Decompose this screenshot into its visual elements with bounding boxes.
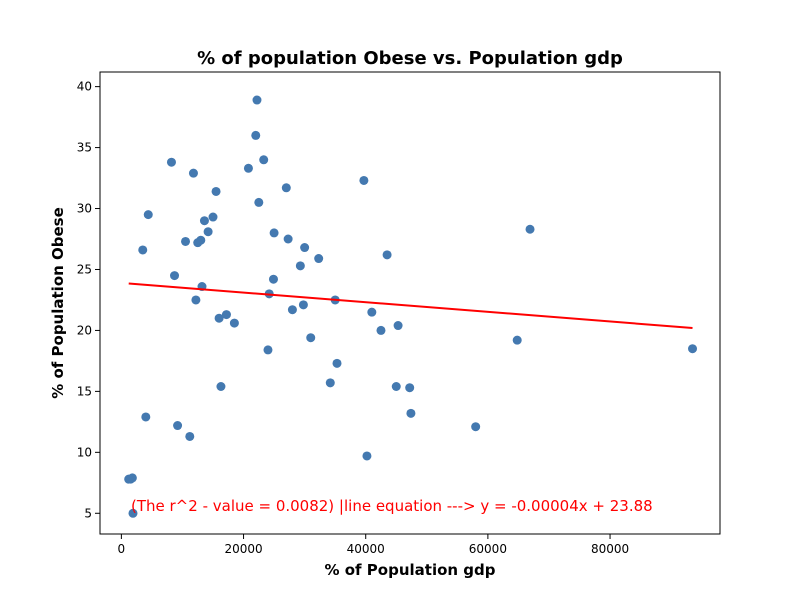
data-point	[391, 382, 401, 392]
y-axis: 5 10 15 20 25 30 35 40	[77, 80, 100, 520]
data-point	[143, 210, 153, 220]
data-point	[191, 295, 201, 305]
data-point	[283, 234, 293, 244]
data-point	[688, 344, 698, 354]
x-axis: 0 20000 40000 60000 80000	[118, 534, 629, 556]
data-point	[376, 325, 386, 335]
data-point	[382, 250, 392, 260]
y-tick-label: 35	[77, 141, 92, 155]
data-point	[170, 271, 180, 281]
regression-annotation: (The r^2 - value = 0.0082) |line equatio…	[131, 497, 653, 515]
data-point	[325, 378, 335, 388]
data-point	[199, 216, 209, 226]
data-point	[406, 408, 416, 418]
data-point	[281, 183, 291, 193]
data-point	[128, 508, 138, 518]
data-point	[393, 321, 403, 331]
data-point	[211, 186, 221, 196]
plot-frame	[99, 71, 721, 535]
data-point	[221, 310, 231, 320]
data-point	[268, 274, 278, 284]
y-tick-label: 15	[77, 384, 92, 398]
data-point	[306, 333, 316, 343]
data-point	[359, 175, 369, 185]
marks-layer	[124, 95, 698, 518]
x-tick-label: 80000	[591, 542, 629, 556]
data-point	[525, 224, 535, 234]
data-point	[203, 227, 213, 237]
data-point	[314, 254, 324, 264]
data-point	[512, 335, 522, 345]
y-tick-label: 25	[77, 262, 92, 276]
data-point	[332, 358, 342, 368]
data-point	[367, 307, 377, 317]
data-point	[196, 235, 206, 245]
data-point	[188, 168, 198, 178]
x-tick-label: 20000	[224, 542, 262, 556]
data-point	[263, 345, 273, 355]
data-point	[362, 451, 372, 461]
data-point	[138, 245, 148, 255]
data-point	[127, 473, 137, 483]
data-point	[208, 212, 218, 222]
y-tick-label: 40	[77, 80, 92, 94]
data-point	[269, 228, 279, 238]
data-point	[141, 412, 151, 422]
data-point	[298, 300, 308, 310]
data-point	[300, 243, 310, 253]
chart-title: % of population Obese vs. Population gdp	[197, 48, 623, 69]
x-axis-label: % of Population gdp	[324, 561, 495, 579]
data-point	[216, 382, 226, 392]
data-point	[181, 236, 191, 246]
data-point	[166, 157, 176, 167]
y-tick-label: 30	[77, 202, 92, 216]
x-tick-label: 60000	[469, 542, 507, 556]
regression-line	[128, 282, 693, 329]
data-point	[251, 130, 261, 140]
data-point	[405, 383, 415, 393]
y-tick-label: 20	[77, 323, 92, 337]
data-point	[252, 95, 262, 105]
y-tick-label: 5	[84, 506, 92, 520]
data-point	[173, 421, 183, 431]
plot-area	[100, 72, 720, 534]
x-tick-label: 40000	[347, 542, 385, 556]
data-point	[259, 155, 269, 165]
y-tick-label: 10	[77, 445, 92, 459]
data-point	[471, 422, 481, 432]
x-tick-label: 0	[118, 542, 126, 556]
data-point	[243, 163, 253, 173]
data-point	[229, 318, 239, 328]
y-axis-label: % of Population Obese	[49, 207, 67, 399]
data-point	[295, 261, 305, 271]
data-point	[185, 431, 195, 441]
data-point	[254, 197, 264, 207]
data-point	[287, 305, 297, 315]
data-point	[214, 313, 224, 323]
